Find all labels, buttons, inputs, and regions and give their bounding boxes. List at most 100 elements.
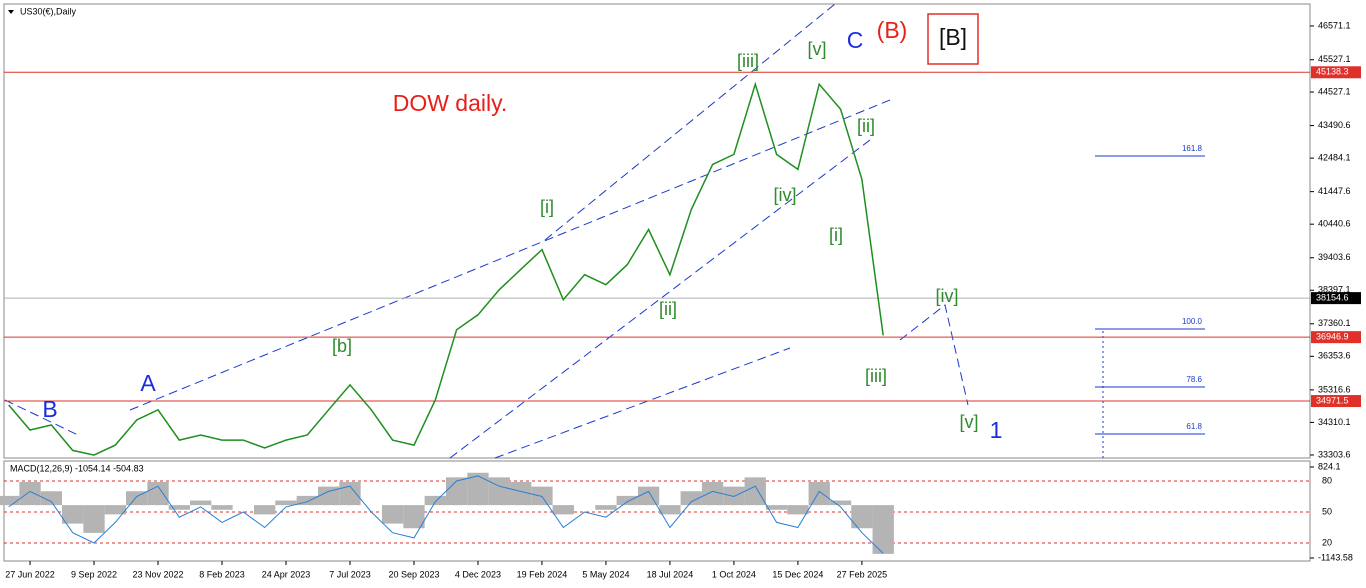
y-tick-label: 43490.6 [1318,120,1351,130]
y-tick-label: 39403.6 [1318,252,1351,262]
macd-bar [680,491,702,506]
macd-bar [147,481,169,506]
y-tick-label: 38397.1 [1318,285,1351,295]
header: US30(€),Daily [20,6,77,16]
macd-bar [126,491,148,506]
macd-bar [190,500,212,506]
macd-bar [0,495,20,506]
x-tick-label: 20 Sep 2023 [388,569,439,579]
y-tick-label: 35316.6 [1318,384,1351,394]
macd-bar [637,486,660,506]
macd-panel [3,460,1311,562]
macd-title: MACD(12,26,9) -1054.14 -504.83 [10,463,144,473]
oscillator-line [8,475,884,554]
annotation: [v] [807,39,826,59]
annotation: [v] [959,412,978,432]
fib-label: 100.0 [1182,317,1203,326]
macd-bar [62,505,84,524]
price-tag [1311,331,1361,344]
macd-bar [83,505,105,533]
x-tick-label: 27 Feb 2025 [837,569,888,579]
macd-bar [509,481,532,506]
x-tick-label: 9 Sep 2022 [71,569,117,579]
menu-arrow[interactable] [8,10,14,14]
price-tag-label: 38154.6 [1316,292,1349,302]
x-tick-label: 23 Nov 2022 [132,569,183,579]
y-tick-label: 36353.6 [1318,351,1351,361]
x-tick-label: 8 Feb 2023 [199,569,245,579]
macd-bar [211,505,233,510]
macd-bar [787,505,809,515]
annotation: [iv] [773,185,796,205]
macd-bar [19,481,41,506]
y-tick-label: 34310.1 [1318,417,1351,427]
price-tag-label: 45138.3 [1316,67,1349,77]
y-tick-label: -1143.58 [1318,552,1353,562]
y-tick-label: 41447.6 [1318,186,1351,196]
x-tick-label: 15 Dec 2024 [772,569,823,579]
macd-bar [424,495,446,506]
x-tick-label: 19 Feb 2024 [517,569,568,579]
fib-label: 161.8 [1182,144,1203,153]
annotation: [i] [829,225,843,245]
macd-bar [403,505,425,529]
macd-bar [253,505,276,515]
macd-bar [595,505,617,510]
fib-label: 78.6 [1186,375,1202,384]
macd-bar [659,505,681,515]
macd-bar [168,505,191,510]
macd-bar [381,505,404,524]
y-tick-label: 45527.1 [1318,54,1351,64]
annotation: (B) [877,17,908,43]
annotation: B [42,396,57,422]
annotation: [iii] [737,51,759,71]
y-tick-label: 42484.1 [1318,152,1351,162]
y2-tick-label: 50 [1322,506,1332,516]
price-line [8,81,884,456]
macd-bar [275,500,297,506]
macd-bar [445,477,468,506]
fib-label: 61.8 [1186,422,1202,431]
y-tick-label: 824.1 [1318,461,1341,471]
macd-bar [872,505,894,554]
y-tick-label: 33303.6 [1318,449,1351,459]
x-tick-label: 4 Dec 2023 [455,569,501,579]
macd-bar [829,500,852,506]
x-tick-label: 18 Jul 2024 [647,569,694,579]
annotation: C [847,27,864,53]
annotation: 1 [990,417,1003,443]
annotation: [i] [540,197,554,217]
price-tag [1311,292,1361,305]
macd-bar [488,477,510,506]
x-tick-label: 27 Jun 2022 [5,569,55,579]
annotation: A [140,370,156,396]
macd-bar [723,486,745,506]
macd-bar [701,481,724,506]
annotation: [ii] [857,116,875,136]
y2-tick-label: 80 [1322,475,1332,485]
annotation: DOW daily. [393,90,508,116]
annotation: [iii] [865,366,887,386]
macd-bar [744,477,766,506]
macd-bar [104,505,127,515]
y-tick-label: 40440.6 [1318,219,1351,229]
y2-tick-label: 20 [1322,537,1332,547]
macd-bar [851,505,873,529]
x-tick-label: 24 Apr 2023 [262,569,311,579]
trendlines [4,3,1104,459]
x-tick-label: 5 May 2024 [582,569,629,579]
macd-bar [317,486,340,506]
macd-bar [765,505,788,510]
annotation: [B] [939,24,967,50]
macd-bar [467,472,489,506]
price-tag [1311,66,1361,79]
macd-bar [531,486,553,506]
macd-bar [552,505,574,515]
annotation: [iv] [935,286,958,306]
price-tag-label: 36946.9 [1316,332,1349,342]
annotation: [b] [332,336,352,356]
macd-bar [616,495,638,506]
y-tick-label: 46571.1 [1318,20,1351,30]
price-tag [1311,395,1361,408]
